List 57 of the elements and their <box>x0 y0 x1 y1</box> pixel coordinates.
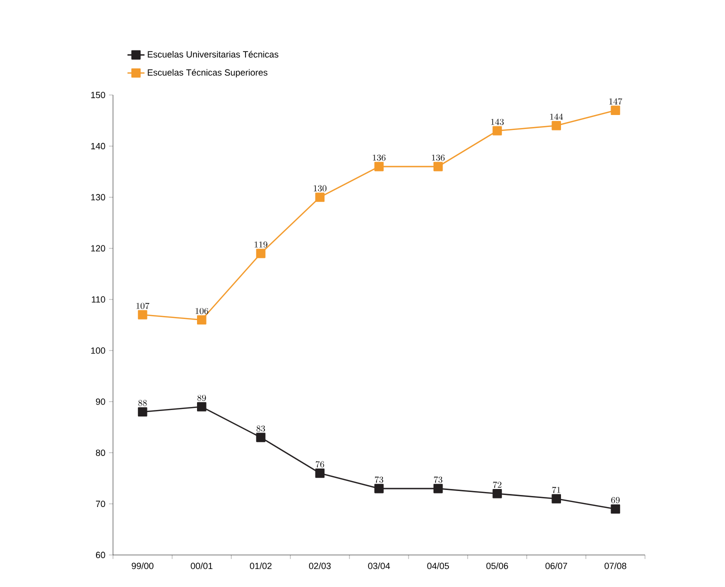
x-tick-label: 00/01 <box>190 562 212 570</box>
data-label: 72 <box>493 482 502 488</box>
data-label: 76 <box>316 461 324 468</box>
y-tick-label: 100 <box>91 347 106 354</box>
point <box>552 494 561 504</box>
data-label: 130 <box>314 185 326 192</box>
data-label: 119 <box>254 241 268 248</box>
point <box>492 126 502 136</box>
point <box>197 315 206 325</box>
data-label: 69 <box>611 497 620 504</box>
data-label: 136 <box>432 154 445 161</box>
x-tick-label: 02/03 <box>309 562 331 570</box>
point <box>610 504 620 514</box>
data-label: 143 <box>491 118 504 126</box>
x-tick-label: 99/00 <box>132 562 154 570</box>
y-tick-label: 70 <box>96 500 106 508</box>
data-label: 147 <box>609 98 622 105</box>
point <box>433 484 443 494</box>
data-label: 83 <box>256 425 265 432</box>
y-tick-label: 60 <box>96 552 106 558</box>
point <box>315 468 325 478</box>
data-label: 71 <box>552 486 560 493</box>
legend-label: Escuelas Universitarias Técnicas <box>148 50 278 58</box>
point <box>374 162 384 172</box>
point <box>433 162 443 172</box>
y-tick-label: 80 <box>96 450 106 456</box>
point <box>610 106 620 115</box>
data-label: 107 <box>136 302 150 309</box>
point <box>138 407 148 417</box>
x-tick-label: 06/07 <box>545 562 568 570</box>
x-tick-label: 03/04 <box>368 562 390 570</box>
point <box>552 121 561 130</box>
point <box>256 248 266 258</box>
y-tick-label: 130 <box>91 194 106 200</box>
y-tick-label: 110 <box>92 296 106 303</box>
data-label: 89 <box>197 394 206 401</box>
data-label: 136 <box>372 154 386 161</box>
data-label: 73 <box>434 476 442 483</box>
point <box>374 484 384 494</box>
point <box>315 192 325 202</box>
point <box>256 432 266 442</box>
y-tick-label: 140 <box>91 142 106 150</box>
data-label: 73 <box>374 476 384 483</box>
point <box>138 310 148 320</box>
data-label: 144 <box>550 114 563 120</box>
legend-label: Escuelas Técnicas Superiores <box>148 68 268 78</box>
x-tick-label: 04/05 <box>427 562 449 570</box>
y-tick-label: 150 <box>91 92 106 98</box>
data-label: 106 <box>196 308 208 314</box>
data-label: 88 <box>138 400 147 406</box>
y-tick-label: 90 <box>96 398 106 405</box>
x-tick-label: 07/08 <box>604 562 626 570</box>
point <box>492 489 502 498</box>
y-tick-label: 120 <box>91 245 106 252</box>
x-tick-label: 01/02 <box>250 562 272 570</box>
point <box>197 402 206 412</box>
x-tick-label: 05/06 <box>486 562 508 570</box>
